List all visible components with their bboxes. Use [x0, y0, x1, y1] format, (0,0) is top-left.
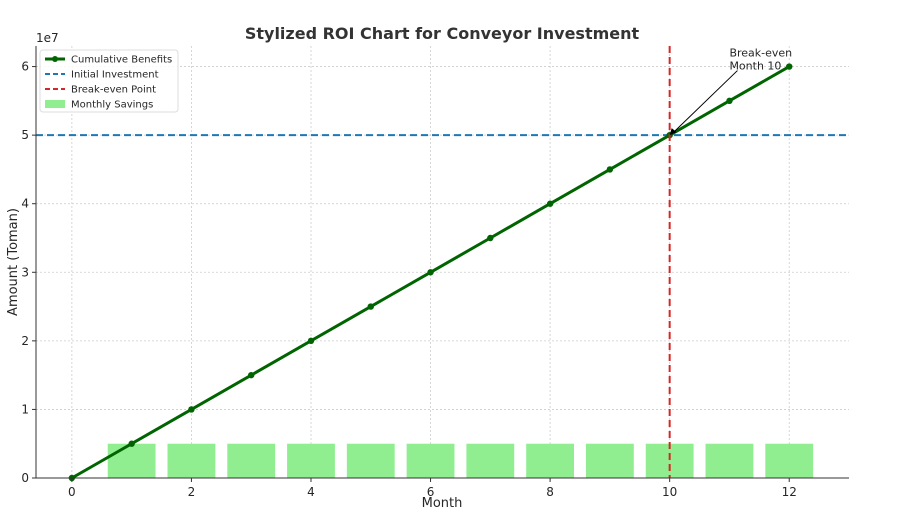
- cumulative-benefits-point: [546, 200, 554, 207]
- cumulative-benefits-point: [487, 234, 494, 242]
- legend-label: Initial Investment: [71, 70, 159, 81]
- x-tick-label: 8: [546, 485, 554, 499]
- x-tick-label: 2: [188, 485, 196, 499]
- legend: Cumulative Benefits Initial Investment Bre…: [39, 49, 179, 113]
- savings-bar: [526, 443, 575, 478]
- y-tick-label: 6: [21, 60, 29, 74]
- x-axis-label: Month: [422, 496, 463, 511]
- cumulative-benefits-point: [367, 303, 374, 310]
- y-tick-label: 3: [21, 265, 29, 279]
- savings-bar: [765, 443, 814, 478]
- x-tick-label: 4: [307, 485, 315, 499]
- y-axis-offset-label: 1e7: [36, 31, 59, 45]
- savings-bar: [585, 443, 634, 478]
- x-tick-label: 0: [68, 485, 76, 499]
- savings-bar: [705, 443, 754, 478]
- legend-label: Break-even Point: [71, 85, 156, 96]
- y-tick-label: 5: [21, 128, 29, 142]
- cumulative-benefits-point: [786, 63, 793, 70]
- y-tick-label: 4: [21, 197, 29, 211]
- legend-swatch-savings: [45, 100, 65, 108]
- legend-label: Cumulative Benefits: [71, 55, 172, 66]
- savings-bar: [645, 443, 694, 478]
- legend-swatch-marker: [52, 56, 58, 62]
- cumulative-benefits-point: [726, 97, 733, 105]
- y-tick-label: 1: [21, 402, 29, 416]
- cumulative-benefits-point: [188, 406, 195, 413]
- x-tick-label: 12: [782, 485, 797, 499]
- cumulative-benefits-point: [248, 371, 255, 379]
- savings-bar: [406, 443, 455, 478]
- annotation-arrowhead: [669, 128, 677, 136]
- annotation-text: Month 10: [729, 60, 781, 73]
- chart-title: Stylized ROI Chart for Conveyor Investme…: [245, 24, 640, 43]
- cumulative-benefits-point: [307, 337, 315, 345]
- annotation-text: Break-even: [729, 47, 792, 60]
- savings-bar: [167, 443, 216, 478]
- y-tick-label: 0: [21, 471, 29, 485]
- legend-label: Monthly Savings: [71, 100, 153, 111]
- savings-bar: [346, 443, 395, 478]
- savings-bar: [466, 443, 515, 478]
- x-tick-label: 6: [427, 485, 435, 499]
- legend-box: [39, 49, 179, 113]
- cumulative-benefits-point: [427, 269, 434, 276]
- monthly-savings-bars: [107, 443, 814, 478]
- savings-bar: [227, 443, 276, 478]
- annotation-arrow: [671, 70, 738, 135]
- savings-bar: [287, 443, 335, 478]
- x-tick-label: 10: [662, 485, 677, 499]
- y-axis-label: Amount (Toman): [6, 208, 21, 316]
- axes: [35, 46, 849, 479]
- savings-bar: [107, 443, 156, 478]
- cumulative-benefits-point: [128, 440, 135, 447]
- y-tick-label: 2: [21, 334, 29, 348]
- cumulative-benefits-point: [606, 166, 614, 173]
